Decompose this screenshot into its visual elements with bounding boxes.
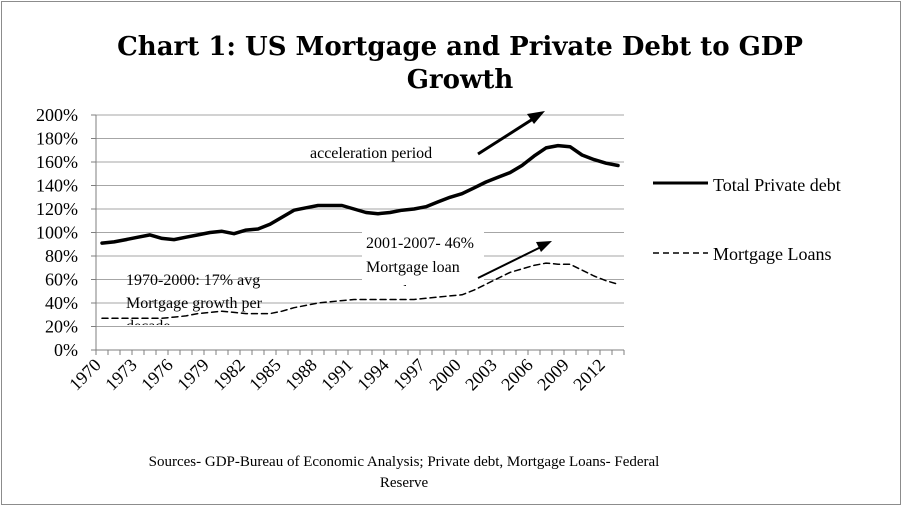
legend: Total Private debt Mortgage Loans: [653, 175, 841, 264]
annotation-recent: 2001-2007- 46% Mortgage loan growth: [362, 232, 484, 300]
chart-title-line-1: Chart 1: US Mortgage and Private Debt to…: [117, 32, 803, 62]
y-tick-label: 200%: [36, 105, 78, 125]
y-tick-label: 140%: [36, 176, 78, 196]
annotation-early-line-1: 1970-2000: 17% avg: [126, 272, 260, 289]
x-tick-label: 1976: [137, 355, 177, 395]
legend-label-total-private-debt: Total Private debt: [713, 175, 841, 195]
acceleration-arrow-shaft: [477, 115, 537, 156]
acceleration-arrow-head: [527, 111, 545, 124]
y-tick-label: 160%: [36, 152, 78, 172]
y-tick-label: 120%: [36, 199, 78, 219]
x-tick-label: 1973: [101, 355, 141, 395]
chart-title-line-2: Growth: [407, 65, 514, 95]
y-tick-label: 180%: [36, 129, 78, 149]
x-tick-label: 1991: [317, 355, 357, 395]
source-line-1: Sources- GDP-Bureau of Economic Analysis…: [149, 454, 660, 470]
annotation-recent-line-1: 2001-2007- 46%: [366, 235, 474, 252]
x-tick-label: 1979: [173, 355, 213, 395]
mortgage-arrow-head: [536, 241, 552, 252]
x-tick-label: 1994: [353, 355, 393, 395]
x-tick-label: 1997: [389, 355, 429, 395]
y-tick-label: 60%: [45, 270, 78, 290]
y-axis-ticks: 0% 20% 40% 60% 80% 100% 120% 140% 160% 180% 200%: [36, 105, 97, 360]
y-tick-label: 80%: [45, 246, 78, 266]
annotation-early-line-3: decade: [126, 318, 170, 335]
x-tick-label: 2003: [461, 355, 501, 395]
y-tick-label: 40%: [45, 293, 78, 313]
annotation-recent-line-2: Mortgage loan: [366, 259, 460, 276]
mortgage-arrow-shaft: [477, 245, 544, 279]
x-tick-label: 1970: [65, 355, 105, 395]
y-tick-label: 20%: [45, 317, 78, 337]
annotation-recent-background: [362, 232, 484, 284]
x-tick-label: 2006: [497, 355, 537, 395]
y-tick-label: 100%: [36, 223, 78, 243]
x-tick-label: 2009: [533, 355, 573, 395]
series-line-mortgage-loans: [101, 262, 619, 320]
x-tick-label: 1988: [281, 355, 321, 395]
x-tick-label: 2012: [569, 355, 609, 395]
legend-label-mortgage-loans: Mortgage Loans: [713, 244, 831, 264]
x-tick-label: 1982: [209, 355, 249, 395]
annotation-early: 1970-2000: 17% avg Mortgage growth per d…: [126, 272, 263, 335]
y-tick-label: 0%: [54, 340, 78, 360]
x-axis-ticks: 1970197319761979198219851988199119941997…: [65, 350, 625, 395]
annotation-acceleration: acceleration period: [310, 145, 432, 162]
series-lines: [100, 143, 620, 320]
x-tick-label: 2000: [425, 355, 465, 395]
series-line-total-private-debt: [100, 143, 620, 245]
annotation-early-line-2: Mortgage growth per: [126, 295, 263, 312]
x-tick-label: 1985: [245, 355, 285, 395]
gridlines: [96, 114, 624, 351]
annotations: acceleration period 2001-2007- 46% Mortg…: [126, 111, 552, 335]
source-line-2: Reserve: [380, 475, 429, 491]
annotation-recent-line-3: growth: [366, 283, 411, 300]
